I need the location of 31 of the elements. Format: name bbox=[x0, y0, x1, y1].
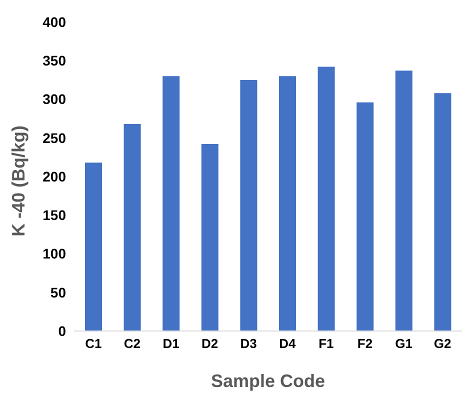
bar bbox=[240, 80, 258, 331]
bar bbox=[434, 93, 452, 331]
y-tick-label: 250 bbox=[42, 130, 66, 146]
y-axis-title: K -40 (Bq/kg) bbox=[8, 125, 28, 236]
x-tick-label: F1 bbox=[318, 336, 334, 352]
y-tick-label: 50 bbox=[50, 284, 66, 300]
bar bbox=[395, 70, 412, 331]
bar bbox=[318, 66, 335, 331]
y-tick-label: 200 bbox=[42, 168, 66, 184]
y-tick-label: 150 bbox=[42, 207, 66, 224]
bar bbox=[356, 102, 374, 331]
x-tick-label: D1 bbox=[162, 336, 180, 352]
bar bbox=[201, 144, 218, 331]
bar bbox=[85, 162, 102, 331]
x-tick-label: C1 bbox=[85, 336, 102, 352]
y-tick-label: 300 bbox=[42, 91, 66, 108]
y-tick-label: 400 bbox=[42, 14, 66, 30]
bar bbox=[124, 124, 141, 331]
x-tick-label: D2 bbox=[201, 336, 218, 352]
x-tick-label: G1 bbox=[395, 336, 412, 352]
x-axis-title: Sample Code bbox=[210, 371, 326, 391]
bar bbox=[279, 76, 296, 331]
x-tick-label: F2 bbox=[357, 336, 373, 352]
y-tick-label: 100 bbox=[42, 246, 66, 262]
x-tick-label: D4 bbox=[279, 336, 296, 352]
x-tick-label: C2 bbox=[124, 336, 141, 352]
x-tick-label: D3 bbox=[240, 336, 257, 352]
y-tick-label: 0 bbox=[58, 322, 66, 339]
y-tick-label: 350 bbox=[42, 52, 66, 69]
x-tick-label: G2 bbox=[434, 336, 452, 352]
bar bbox=[162, 76, 180, 331]
